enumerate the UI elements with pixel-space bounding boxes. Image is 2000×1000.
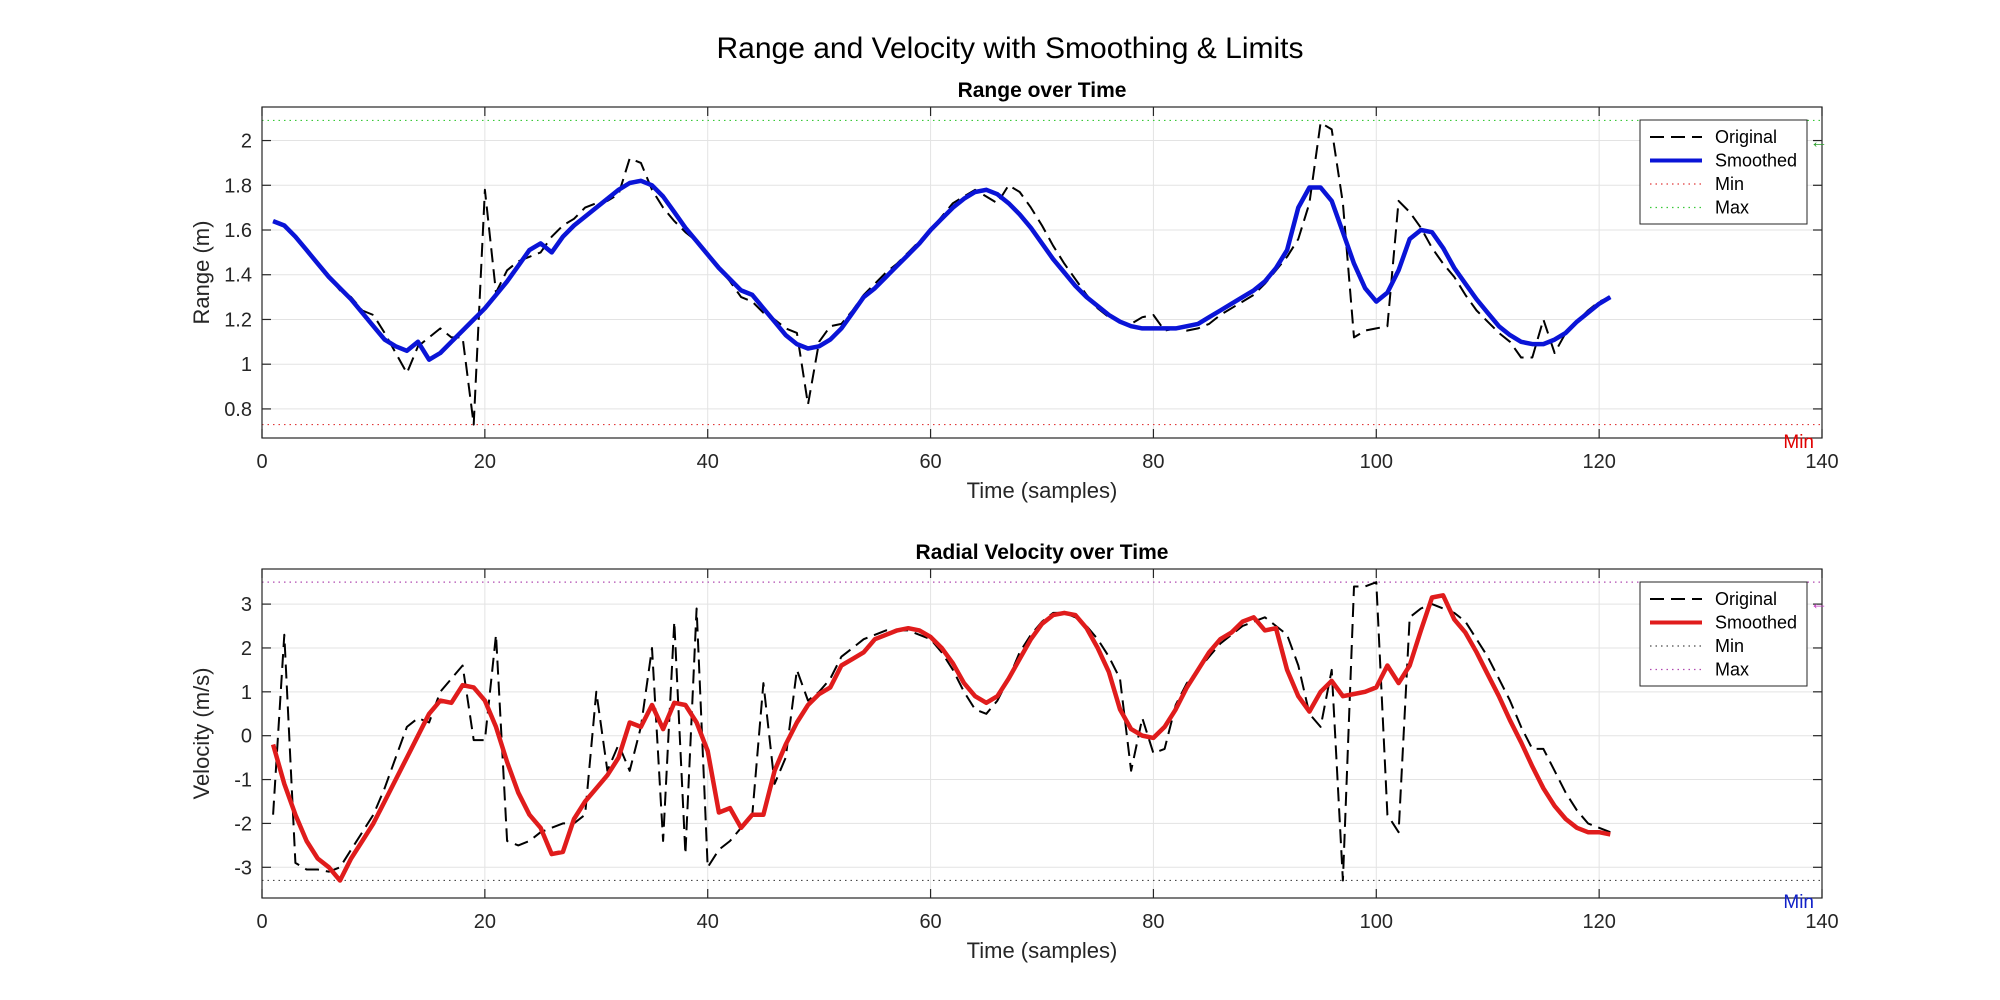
velocity-chart: 0 20 40 60 80 100 120 140 -3 -2 -1 0 1 2 3 Time (sample… [189, 541, 1839, 963]
velocity-legend-label-original: Original [1715, 589, 1777, 609]
velocity-xtick-label: 20 [474, 911, 496, 933]
range-xtick-label: 40 [697, 451, 719, 473]
velocity-ytick-label: 2 [241, 638, 252, 660]
velocity-ylabel: Velocity (m/s) [189, 667, 214, 799]
velocity-series-original [272, 581, 1611, 882]
range-series-smoothed [272, 178, 1612, 362]
velocity-ytick-label: 3 [241, 594, 252, 616]
range-xlabel: Time (samples) [967, 478, 1118, 503]
range-xtick-label: 140 [1805, 451, 1838, 473]
velocity-ytick-label: -2 [234, 813, 252, 835]
range-legend-label-max: Max [1715, 198, 1749, 218]
velocity-axes-box [261, 568, 1823, 899]
velocity-ytick-label: 0 [241, 726, 252, 748]
range-annotation-min: Min [1783, 432, 1814, 453]
velocity-annotation-arrow: ← [1810, 593, 1828, 613]
range-ytick-label: 1.2 [224, 309, 252, 331]
range-ytick-label: 1.6 [224, 220, 252, 242]
range-legend-label-smoothed: Smoothed [1715, 151, 1797, 171]
range-ytick-label: 1.4 [224, 265, 252, 287]
velocity-annotation-min: Min [1783, 892, 1814, 913]
range-ytick-label: 1.8 [224, 175, 252, 197]
figure-title: Range and Velocity with Smoothing & Limi… [717, 32, 1304, 65]
velocity-legend-label-smoothed: Smoothed [1715, 613, 1797, 633]
range-axes-box [261, 106, 1823, 439]
range-xtick-label: 60 [919, 451, 941, 473]
velocity-ytick-label: -3 [234, 857, 252, 879]
velocity-ytick-label: 1 [241, 682, 252, 704]
velocity-ytick-label: -1 [234, 770, 252, 792]
velocity-title: Radial Velocity over Time [916, 541, 1169, 564]
velocity-xtick-label: 0 [256, 911, 267, 933]
range-chart: 0 20 40 60 80 100 120 140 0.8 1 1.2 1.4 1.6 1.8 2 Time … [189, 79, 1839, 503]
range-plot-area [262, 107, 1822, 438]
velocity-xlabel: Time (samples) [967, 938, 1118, 963]
range-ytick-label: 2 [241, 131, 252, 153]
range-xtick-label: 100 [1360, 451, 1393, 473]
range-ylabel: Range (m) [189, 221, 214, 325]
range-ytick-label: 0.8 [224, 399, 252, 421]
velocity-xtick-label: 40 [697, 911, 719, 933]
velocity-legend-label-max: Max [1715, 660, 1749, 680]
range-legend-label-original: Original [1715, 127, 1777, 147]
velocity-xtick-label: 80 [1142, 911, 1164, 933]
velocity-xtick-label: 120 [1582, 911, 1615, 933]
range-xtick-label: 80 [1142, 451, 1164, 473]
range-annotation-arrow: ← [1810, 132, 1828, 152]
velocity-legend [1639, 581, 1808, 687]
velocity-xtick-label: 100 [1360, 911, 1393, 933]
range-ytick-label: 1 [241, 354, 252, 376]
velocity-legend-label-min: Min [1715, 636, 1744, 656]
velocity-xtick-label: 140 [1805, 911, 1838, 933]
range-legend [1639, 119, 1808, 225]
range-xtick-label: 20 [474, 451, 496, 473]
range-title: Range over Time [958, 79, 1127, 102]
range-xtick-label: 0 [256, 451, 267, 473]
range-legend-label-min: Min [1715, 174, 1744, 194]
range-xtick-label: 120 [1582, 451, 1615, 473]
velocity-xtick-label: 60 [919, 911, 941, 933]
velocity-series-smoothed [270, 593, 1611, 883]
